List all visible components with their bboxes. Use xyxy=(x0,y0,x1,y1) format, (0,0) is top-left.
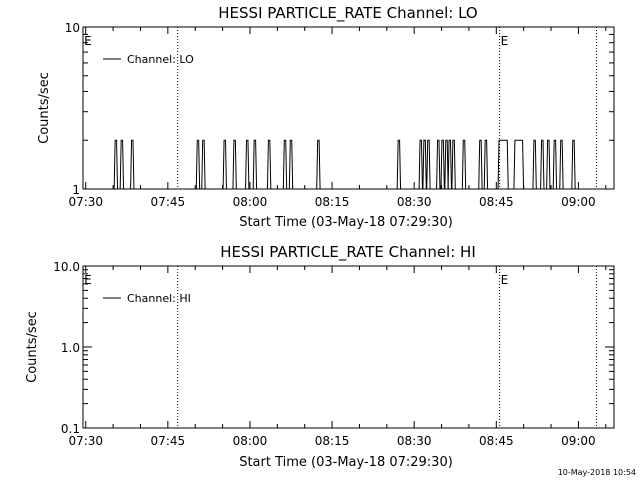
lo-rate-spike xyxy=(130,139,135,190)
lo-x-tick-label: 08:45 xyxy=(479,195,514,209)
hi-y-tick-label: 1.0 xyxy=(61,341,80,355)
lo-rate-spike xyxy=(532,139,537,190)
lo-rate-spike xyxy=(282,139,288,190)
lo-rate-spike xyxy=(444,139,449,190)
lo-rate-spike xyxy=(447,139,452,190)
lo-rate-spike xyxy=(316,139,321,190)
hi-x-axis-label: Start Time (03-May-18 07:29:30) xyxy=(239,455,453,470)
lo-x-tick-label: 08:15 xyxy=(315,195,350,209)
lo-y-tick-label: 10 xyxy=(65,21,80,35)
lo-rate-spike xyxy=(232,139,237,190)
lo-rate-spike xyxy=(451,139,456,190)
lo-rate-spike xyxy=(266,139,272,190)
lo-x-tick-label: 07:45 xyxy=(151,195,186,209)
footer-timestamp: 10-May-2018 10:54 xyxy=(558,468,636,477)
lo-rate-spike xyxy=(396,139,402,190)
hi-x-tick-label: 08:15 xyxy=(315,434,350,448)
hi-legend-label: Channel: HI xyxy=(127,292,191,305)
lo-x-tick-label: 07:30 xyxy=(68,195,103,209)
lo-rate-spike xyxy=(461,139,467,190)
hi-y-axis-label: Counts/sec xyxy=(25,311,40,383)
lo-rate-spike xyxy=(426,139,431,190)
lo-rate-spike xyxy=(418,139,423,190)
lo-plot-frame xyxy=(82,26,615,190)
lo-y-axis-label: Counts/sec xyxy=(37,72,52,144)
hi-x-tick-label: 08:30 xyxy=(397,434,432,448)
lo-rate-spike xyxy=(245,139,250,190)
lo-rate-spike xyxy=(559,139,564,190)
lo-rate-spike xyxy=(552,139,558,190)
hi-x-tick-label: 07:45 xyxy=(151,434,186,448)
lo-x-tick-label: 09:00 xyxy=(561,195,596,209)
lo-y-tick-label: 1 xyxy=(72,183,80,197)
lo-rate-spike xyxy=(195,139,201,190)
hi-event-marker: E xyxy=(84,273,92,287)
lo-rate-spike xyxy=(119,139,125,190)
lo-rate-spike xyxy=(113,139,119,190)
hi-event-marker: E xyxy=(501,273,509,287)
lo-chart-title: HESSI PARTICLE_RATE Channel: LO xyxy=(218,4,477,23)
lo-rate-spike xyxy=(288,139,294,190)
lo-rate-spike xyxy=(201,139,206,190)
lo-rate-spike xyxy=(440,139,445,190)
lo-channel-panel: HESSI PARTICLE_RATE Channel: LO Counts/s… xyxy=(37,4,615,230)
hi-x-tick-label: 08:45 xyxy=(479,434,514,448)
lo-event-marker: E xyxy=(501,34,509,48)
hi-y-tick-label: 0.1 xyxy=(61,422,80,436)
lo-rate-spike xyxy=(422,139,427,190)
hi-x-tick-label: 07:30 xyxy=(68,434,103,448)
hi-x-tick-label: 08:00 xyxy=(233,434,268,448)
lo-rate-plateau xyxy=(497,139,509,190)
hi-channel-panel: HESSI PARTICLE_RATE Channel: HI Counts/s… xyxy=(25,243,615,470)
lo-rate-spike xyxy=(222,139,227,190)
lo-x-tick-label: 08:00 xyxy=(233,195,268,209)
lo-rate-spike xyxy=(252,139,258,190)
lo-rate-spike xyxy=(478,139,483,190)
lo-rate-spike xyxy=(571,139,576,190)
hi-plot-frame xyxy=(82,265,615,429)
hi-x-tick-label: 09:00 xyxy=(561,434,596,448)
lo-rate-spike xyxy=(436,139,441,190)
lo-legend-label: Channel: LO xyxy=(127,53,194,66)
lo-rate-spike xyxy=(546,139,551,190)
lo-rate-spike xyxy=(483,139,489,190)
lo-rate-plateau xyxy=(513,139,525,190)
lo-x-axis-label: Start Time (03-May-18 07:29:30) xyxy=(239,215,453,230)
lo-x-tick-label: 08:30 xyxy=(397,195,432,209)
hi-y-tick-label: 10.0 xyxy=(53,260,80,274)
hi-chart-title: HESSI PARTICLE_RATE Channel: HI xyxy=(220,243,476,262)
lo-rate-spike xyxy=(540,139,545,190)
lo-event-marker: E xyxy=(84,34,92,48)
